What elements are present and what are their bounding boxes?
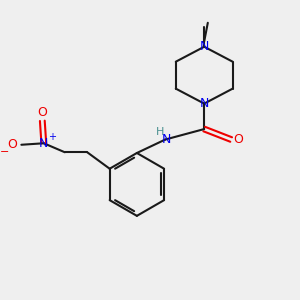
Text: H: H: [156, 127, 164, 137]
Text: N: N: [200, 97, 209, 110]
Text: +: +: [48, 132, 56, 142]
Text: O: O: [7, 138, 17, 151]
Text: O: O: [234, 133, 244, 146]
Text: N: N: [162, 133, 172, 146]
Text: N: N: [39, 137, 49, 150]
Text: O: O: [38, 106, 47, 119]
Text: N: N: [200, 40, 209, 53]
Text: −: −: [0, 147, 10, 157]
